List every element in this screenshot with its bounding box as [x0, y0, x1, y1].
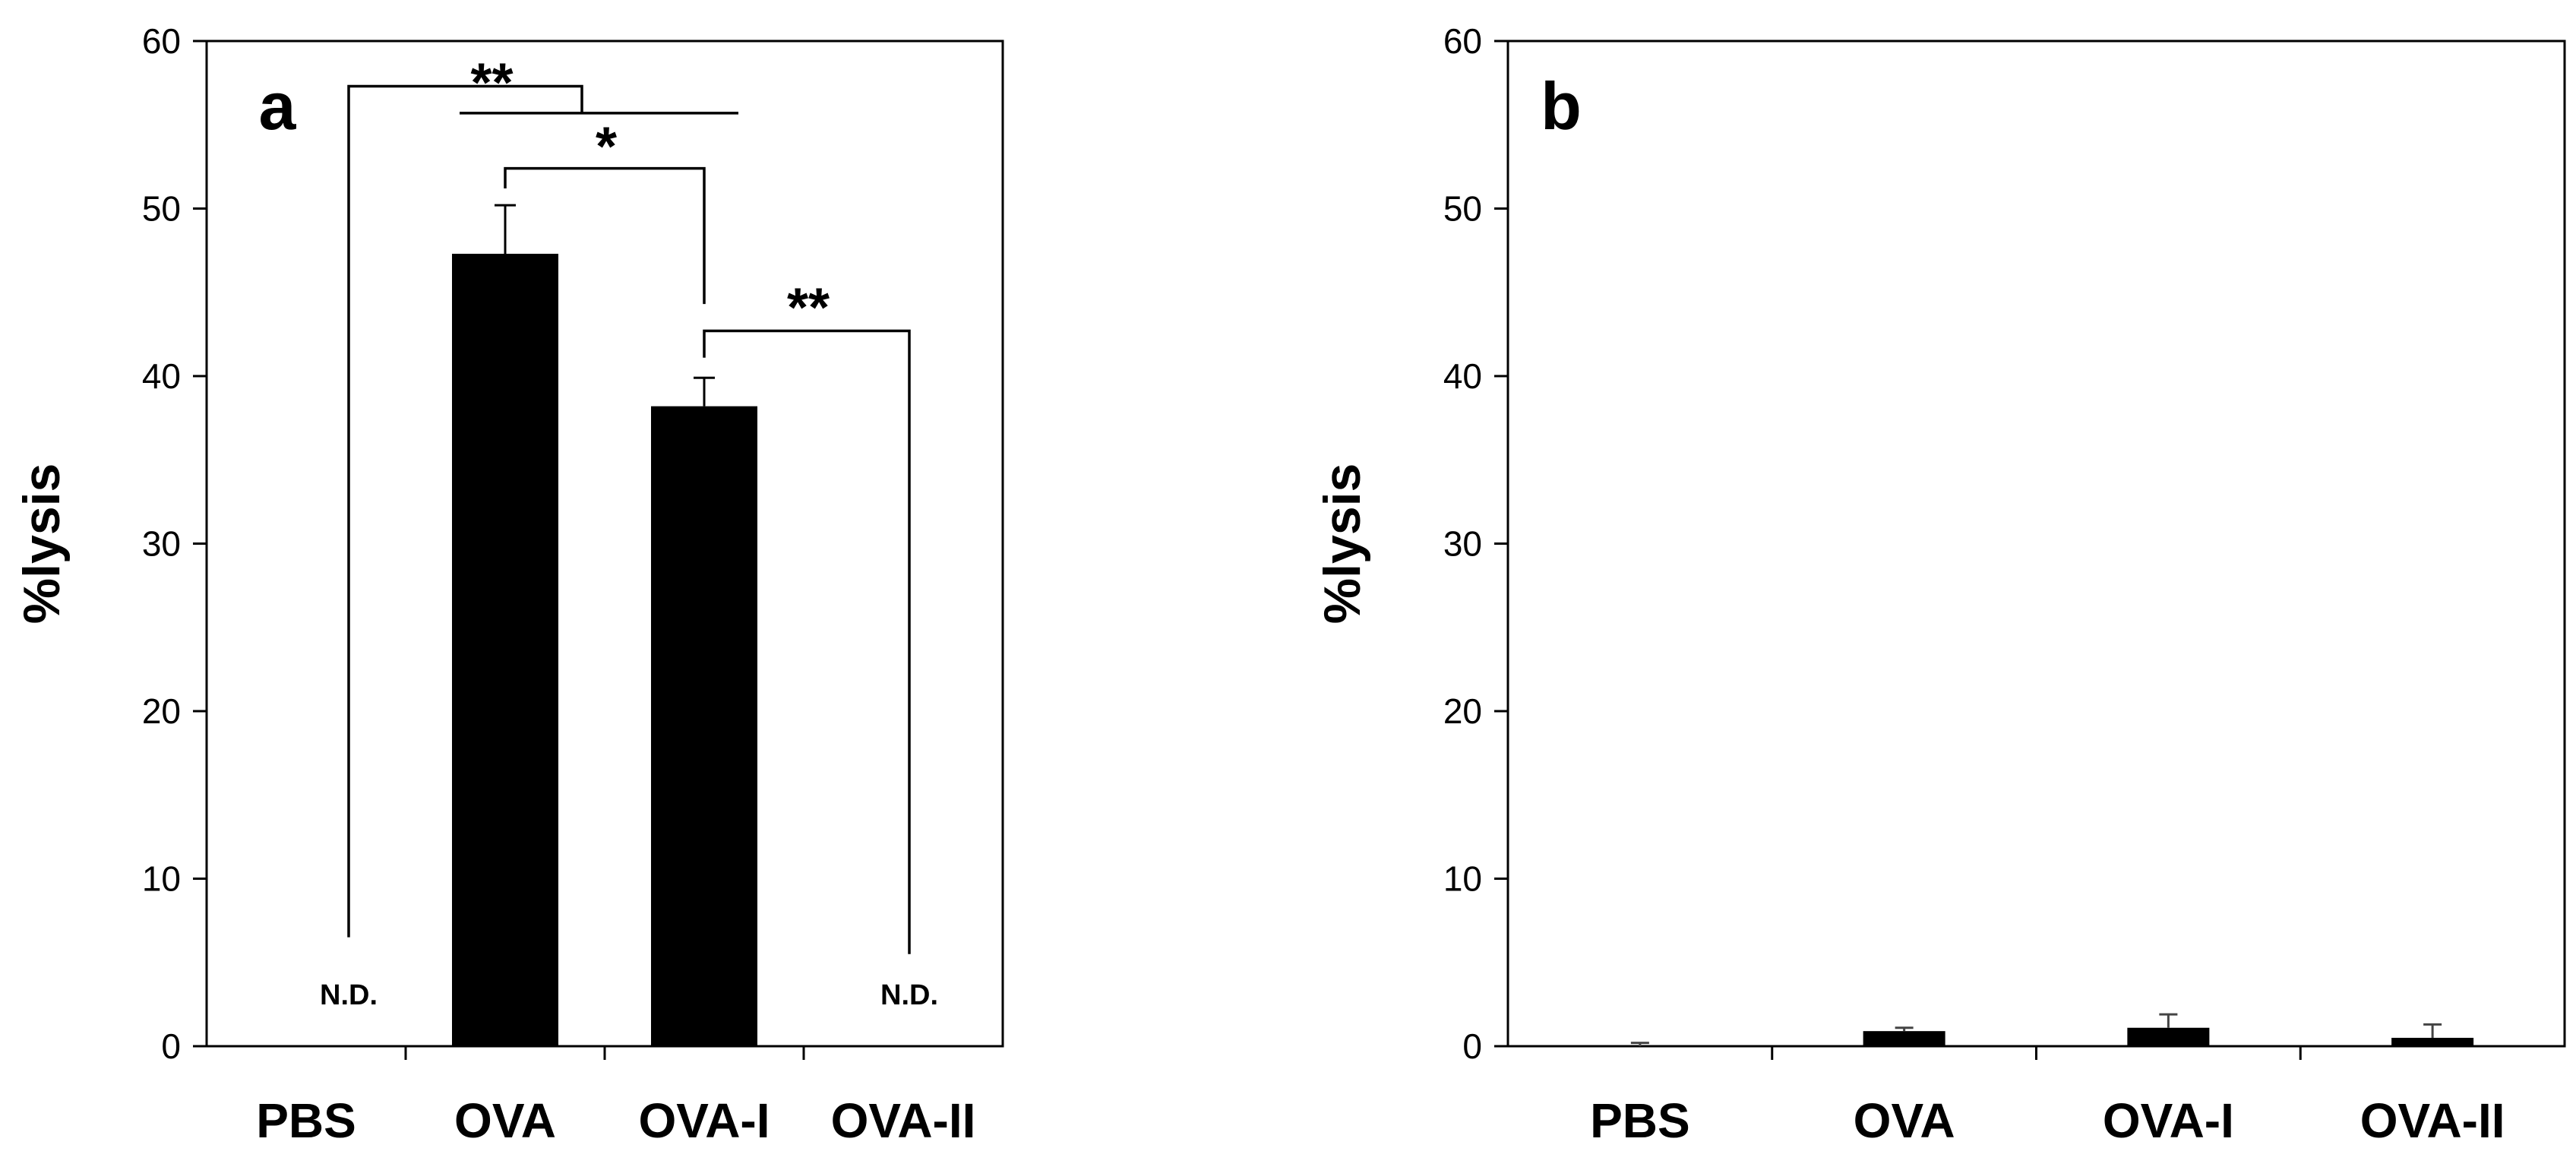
chart-panel-a: 0 10 20 30 40 50 60 PBS OVA OVA-I OVA-II %lysis a N.D…: [13, 21, 1004, 1148]
y-tick-label: 30: [142, 524, 181, 564]
bar: [452, 254, 558, 1046]
significance-bracket: [703, 329, 911, 954]
x-tick-label: PBS: [256, 1093, 356, 1148]
nd-label: N.D.: [320, 979, 378, 1011]
nd-label: N.D.: [880, 979, 938, 1011]
y-tick-label: 60: [1443, 21, 1482, 61]
plot-frame: [1506, 40, 2566, 1048]
y-tick-label: 50: [1443, 189, 1482, 229]
significance-label: **: [787, 277, 830, 338]
x-tick-label: OVA-II: [831, 1093, 976, 1148]
x-tick-label: OVA: [1854, 1093, 1955, 1148]
y-tick-label: 30: [1443, 524, 1482, 564]
y-tick-label: 0: [161, 1026, 181, 1066]
chart-panel-b: 0 10 20 30 40 50 60 PBS OVA OVA-I OVA-II %lysis b: [1313, 21, 2566, 1148]
x-tick-label: OVA-I: [2103, 1093, 2234, 1148]
panel-letter: a: [259, 68, 297, 144]
bar: [2391, 1037, 2474, 1046]
significance-bracket: [347, 84, 583, 938]
y-tick-label: 10: [1443, 859, 1482, 899]
y-tick-label: 10: [142, 859, 181, 899]
x-tick-label: PBS: [1590, 1093, 1690, 1148]
y-tick-label: 0: [1462, 1026, 1482, 1066]
y-tick-label: 20: [1443, 691, 1482, 731]
bar: [1863, 1031, 1945, 1046]
x-tick-label: OVA-II: [2360, 1093, 2505, 1148]
bar: [651, 406, 757, 1046]
y-axis-title: %lysis: [1313, 463, 1371, 625]
significance-label: *: [596, 117, 617, 178]
x-tick-label: OVA: [454, 1093, 556, 1148]
y-tick-label: 40: [1443, 356, 1482, 396]
y-axis-title: %lysis: [13, 463, 71, 625]
y-tick-label: 50: [142, 189, 181, 229]
y-tick-label: 40: [142, 356, 181, 396]
plot-frame: [205, 40, 1004, 1048]
x-tick-label: OVA-I: [638, 1093, 770, 1148]
y-tick-label: 60: [142, 21, 181, 61]
y-tick-label: 20: [142, 691, 181, 731]
panel-letter: b: [1541, 68, 1582, 144]
bar: [2127, 1027, 2210, 1046]
significance-label: **: [470, 53, 513, 114]
significance-bracket: [504, 166, 706, 305]
